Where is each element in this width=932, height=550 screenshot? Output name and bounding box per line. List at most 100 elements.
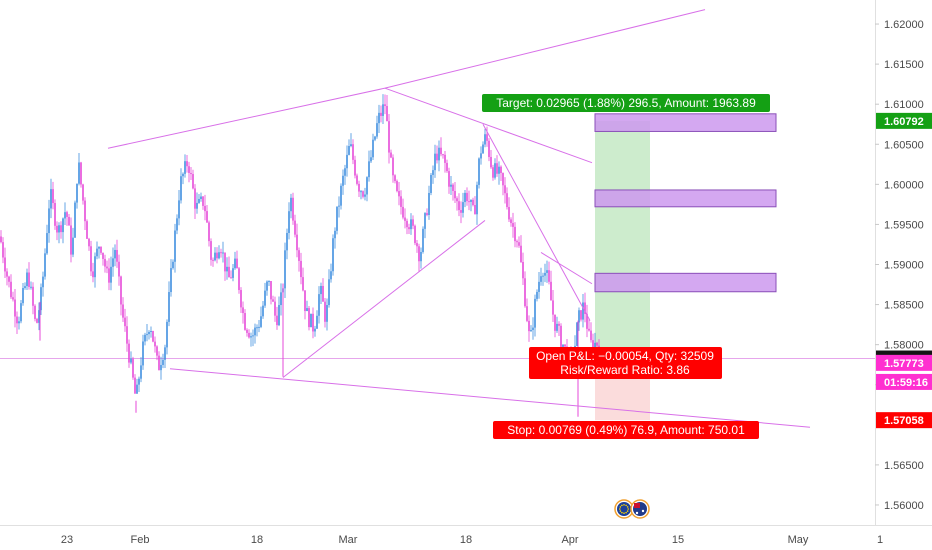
candle-body bbox=[332, 238, 334, 272]
candle-body bbox=[496, 163, 498, 174]
candle-body bbox=[322, 285, 324, 302]
candle-body bbox=[518, 242, 520, 246]
trendline-4[interactable] bbox=[169, 368, 811, 428]
au-flag-icon[interactable] bbox=[630, 499, 650, 519]
candle-body bbox=[380, 112, 382, 116]
x-tick-label: Mar bbox=[339, 534, 358, 546]
price-tag-text: 1.57773 bbox=[884, 358, 924, 370]
candle-body bbox=[100, 246, 102, 253]
target-label-bg bbox=[482, 94, 770, 112]
candle-body bbox=[302, 277, 304, 291]
candle-body bbox=[596, 342, 598, 346]
candle-body bbox=[84, 200, 86, 222]
candle-body bbox=[448, 171, 450, 187]
candle-body bbox=[554, 314, 556, 331]
candle-body bbox=[424, 213, 426, 229]
price-zone-1[interactable] bbox=[594, 113, 777, 132]
candle-body bbox=[524, 278, 526, 307]
candle-body bbox=[262, 305, 264, 317]
candle-body bbox=[364, 194, 366, 197]
candle-body bbox=[98, 246, 100, 249]
candle-body bbox=[398, 191, 400, 197]
candle-body bbox=[420, 252, 422, 262]
candle-body bbox=[444, 154, 446, 163]
y-tick-label: 1.61000 bbox=[884, 99, 924, 111]
candle-body bbox=[502, 173, 504, 186]
candle-body bbox=[476, 184, 478, 215]
candle-body bbox=[90, 246, 92, 272]
candle-body bbox=[460, 210, 462, 213]
candle-body bbox=[16, 316, 18, 324]
trendline-6[interactable] bbox=[482, 123, 591, 321]
eu-star bbox=[619, 510, 622, 512]
candle-body bbox=[52, 189, 54, 204]
candle-body bbox=[62, 218, 64, 233]
candle-body bbox=[170, 268, 172, 293]
candle-body bbox=[486, 134, 488, 141]
candle-body bbox=[306, 308, 308, 312]
candle-body bbox=[58, 225, 60, 233]
target-zone[interactable] bbox=[595, 120, 650, 359]
candle-body bbox=[388, 121, 390, 153]
candle-body bbox=[12, 297, 14, 300]
trendline-5[interactable] bbox=[282, 220, 486, 378]
candle-body bbox=[68, 216, 70, 226]
price-tag-text: 1.57058 bbox=[884, 415, 924, 427]
candle-body bbox=[222, 252, 224, 254]
au-union bbox=[634, 503, 640, 508]
candle-body bbox=[360, 191, 362, 193]
x-tick-label: 18 bbox=[460, 534, 472, 546]
candle-body bbox=[500, 166, 502, 174]
candle-body bbox=[72, 237, 74, 255]
candle-body bbox=[224, 252, 226, 272]
candle-body bbox=[466, 192, 468, 202]
candle-body bbox=[156, 346, 158, 356]
candle-body bbox=[88, 238, 90, 247]
candle-body bbox=[270, 281, 272, 300]
candle-body bbox=[528, 320, 530, 332]
trendline-7[interactable] bbox=[540, 252, 593, 285]
candle-body bbox=[300, 260, 302, 278]
candle-body bbox=[172, 261, 174, 269]
candle-body bbox=[186, 161, 188, 167]
x-tick-label: 23 bbox=[61, 534, 73, 546]
candle-body bbox=[354, 159, 356, 176]
stop-label-bg bbox=[493, 421, 759, 439]
eu-star bbox=[625, 511, 627, 514]
candle-body bbox=[26, 272, 28, 287]
candle-body bbox=[576, 322, 578, 346]
price-zone-3[interactable] bbox=[594, 272, 777, 293]
candle-body bbox=[542, 275, 544, 277]
candle-body bbox=[232, 268, 234, 278]
candle-body bbox=[60, 225, 62, 233]
candle-body bbox=[40, 287, 42, 311]
candle-body bbox=[126, 326, 128, 344]
candle-body bbox=[382, 104, 384, 116]
trendline-1[interactable] bbox=[107, 87, 386, 149]
candle-body bbox=[74, 202, 76, 238]
candle-body bbox=[314, 328, 316, 332]
candle-body bbox=[188, 166, 190, 173]
eu-star bbox=[621, 504, 623, 507]
trendline-3[interactable] bbox=[384, 87, 593, 164]
candle-body bbox=[150, 331, 152, 333]
candle-body bbox=[470, 199, 472, 202]
candle-body bbox=[276, 315, 278, 326]
candle-body bbox=[30, 286, 32, 288]
candle-body bbox=[6, 271, 8, 277]
candle-body bbox=[584, 302, 586, 314]
price-zone-2[interactable] bbox=[594, 189, 777, 208]
candle-body bbox=[426, 213, 428, 216]
trendline-2[interactable] bbox=[384, 9, 706, 89]
candle-body bbox=[266, 281, 268, 291]
candle-body bbox=[536, 291, 538, 299]
candle-body bbox=[310, 313, 312, 328]
au-star bbox=[641, 509, 645, 513]
candle-body bbox=[506, 193, 508, 208]
candle-body bbox=[396, 180, 398, 192]
candle-body bbox=[412, 219, 414, 226]
candle-body bbox=[140, 365, 142, 379]
